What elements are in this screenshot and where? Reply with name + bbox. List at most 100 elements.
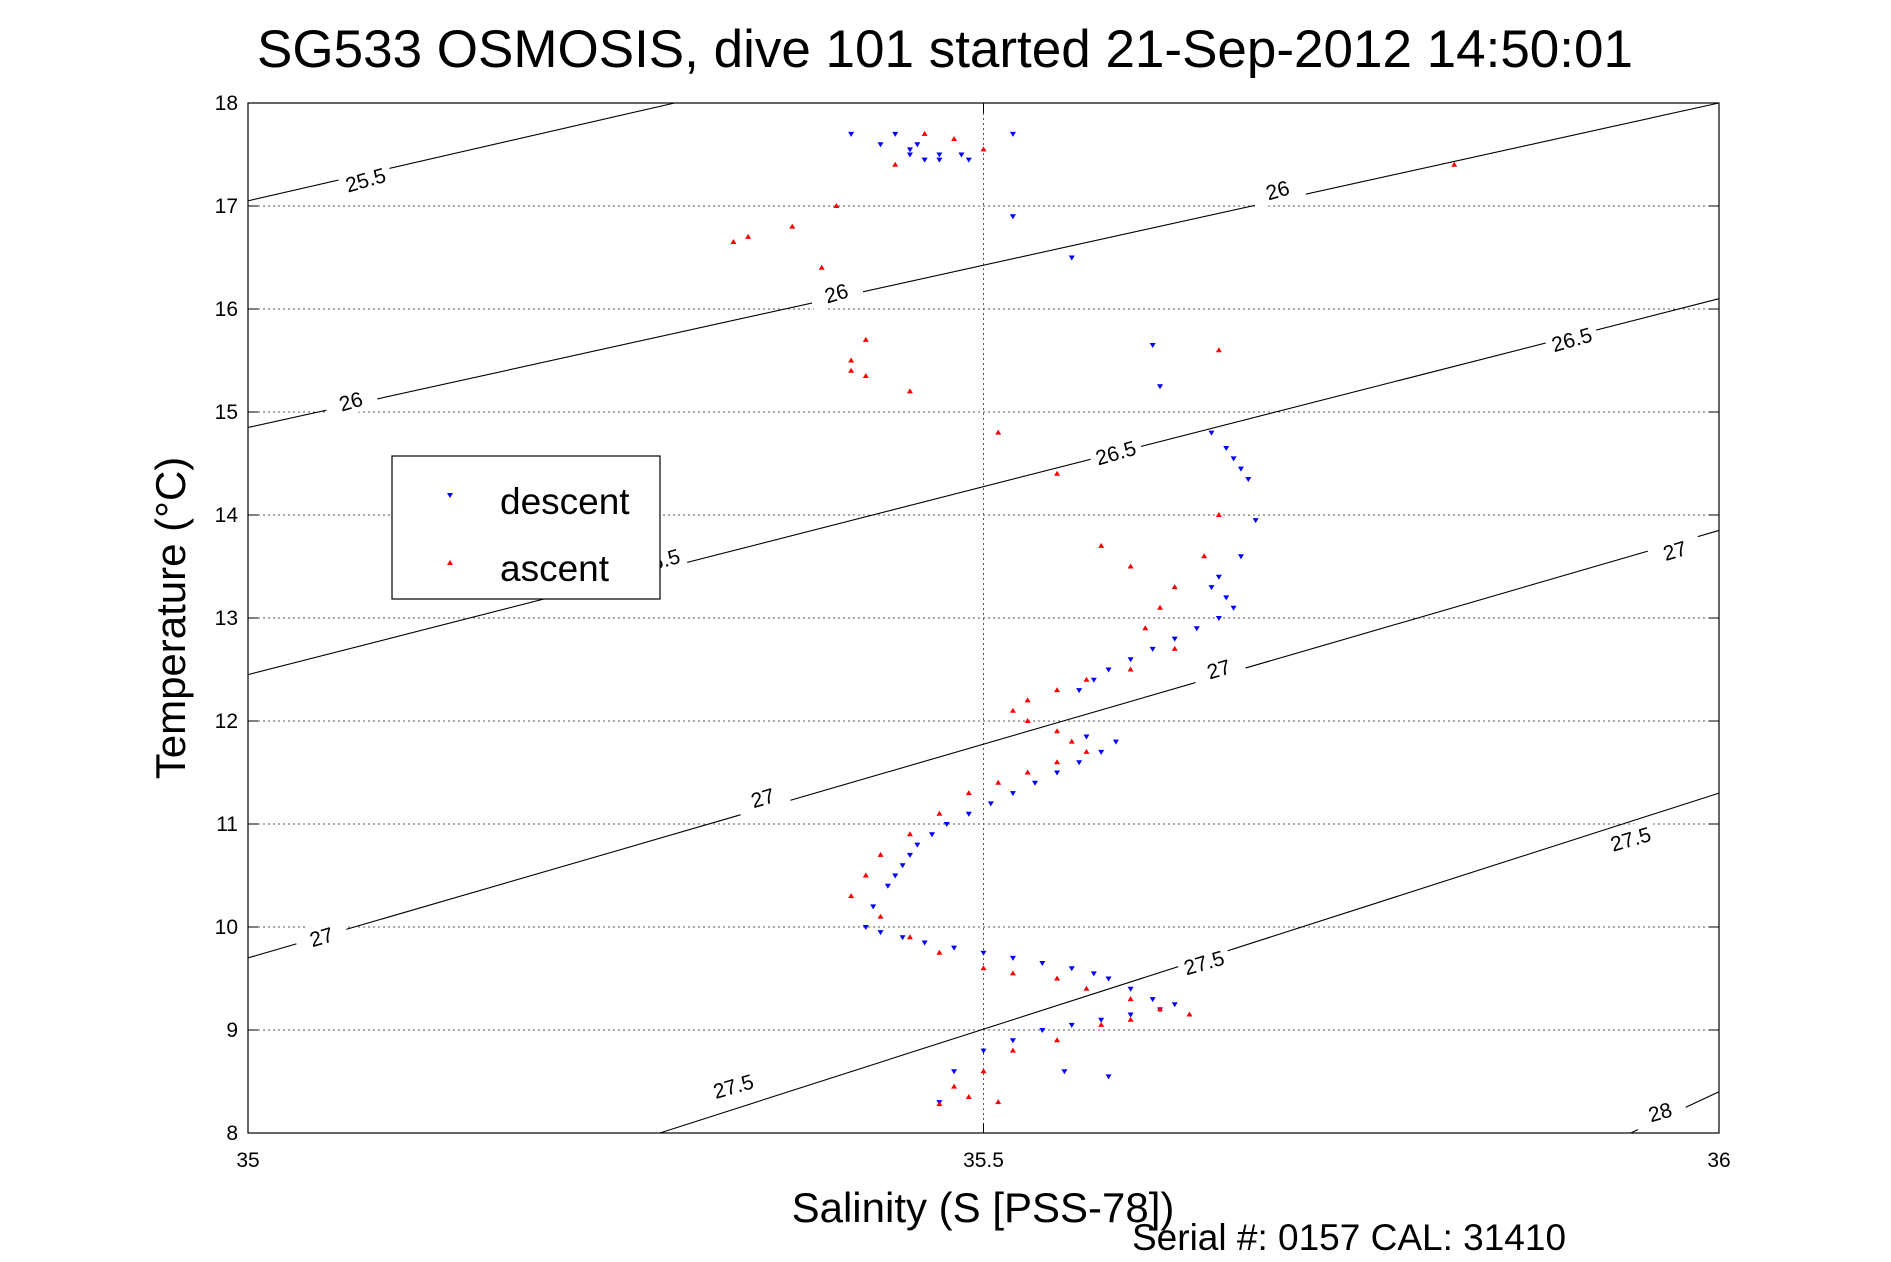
descent-point [1171, 1002, 1178, 1008]
descent-point [1230, 605, 1237, 611]
descent-point [1215, 616, 1222, 621]
legend-label-ascent: ascent [500, 548, 610, 589]
ascent-point [789, 223, 796, 229]
descent-point [1009, 131, 1016, 137]
ascent-point [1171, 584, 1178, 590]
x-tick-label: 35.5 [963, 1149, 1004, 1172]
ascent-point [1083, 985, 1090, 991]
contour-label-bg [1601, 818, 1660, 859]
ascent-point [1098, 1021, 1105, 1027]
ascent-point [892, 161, 899, 167]
y-axis-label: Temperature (°C) [147, 457, 194, 780]
descent-point [921, 940, 928, 946]
ascent-point [1083, 748, 1090, 754]
ascent-point [936, 1101, 943, 1107]
ascent-point [862, 336, 869, 342]
ascent-point [1054, 728, 1061, 734]
ascent-point [1098, 542, 1105, 548]
legend-box [391, 455, 661, 600]
ascent-point [848, 367, 855, 373]
ascent-point [995, 779, 1002, 785]
y-tick-label: 11 [216, 813, 238, 836]
descent-point [1157, 384, 1164, 390]
descent-point [929, 832, 936, 838]
descent-point [965, 811, 972, 817]
descent-point [1127, 986, 1134, 992]
descent-point [987, 801, 994, 807]
descent-point [1009, 955, 1016, 961]
ascent-point [921, 130, 928, 136]
ascent-point [1127, 1016, 1134, 1022]
ascent-point [1054, 687, 1061, 693]
legend-label-descent: descent [500, 481, 630, 522]
contour-label-bg [322, 381, 380, 421]
ascent-point [1054, 1037, 1061, 1043]
ascent-point [1201, 553, 1208, 559]
descent-point [1237, 554, 1244, 560]
y-tick-label: 16 [215, 298, 238, 321]
descent-point [1061, 1069, 1068, 1075]
contour-label-bg [1631, 1091, 1689, 1132]
contour-label: 27.5 [711, 1070, 757, 1103]
descent-point [921, 157, 928, 163]
ascent-point [818, 264, 825, 270]
descent-point [980, 950, 987, 956]
ascent-point [980, 146, 987, 152]
descent-point [1105, 667, 1112, 673]
descent-point [1068, 1022, 1075, 1028]
descent-point [1223, 446, 1230, 452]
serial-cal-footer: Serial #: 0157 CAL: 31410 [1132, 1217, 1566, 1258]
ascent-point [848, 893, 855, 899]
ascent-point [1009, 970, 1016, 976]
descent-point [1068, 255, 1075, 261]
descent-point [1149, 343, 1156, 349]
ascent-point [1024, 718, 1031, 723]
ascent-point [877, 913, 884, 919]
descent-point [1245, 476, 1252, 482]
descent-point [1083, 734, 1090, 740]
x-tick-label: 36 [1707, 1149, 1730, 1172]
x-axis-label: Salinity (S [PSS-78]) [792, 1184, 1175, 1231]
descent-point [899, 863, 906, 869]
contour-label: 26.5 [1549, 324, 1595, 357]
contour-label-bg [704, 1066, 762, 1106]
density-contour-line [247, 102, 1720, 428]
ascent-point [951, 136, 958, 142]
contour-label: 27.5 [1608, 823, 1654, 856]
ascent-point [951, 1083, 958, 1089]
descent-point [877, 142, 884, 148]
y-tick-label: 12 [215, 710, 238, 733]
density-contours [247, 102, 1720, 1134]
ascent-point [936, 810, 943, 816]
ascent-point [1171, 645, 1178, 651]
contour-label: 27.5 [1181, 947, 1227, 980]
descent-point [958, 152, 965, 158]
contour-label-bg [807, 272, 865, 313]
ascent-point [1215, 347, 1222, 353]
ascent-point [745, 233, 752, 239]
descent-point [965, 157, 972, 163]
descent-point [862, 925, 869, 930]
contour-label: 26.5 [1093, 437, 1139, 470]
contour-labels: 25.526262626.526.526.52727272727.527.527… [292, 159, 1704, 1132]
ascent-point [965, 1093, 972, 1099]
x-axis-ticks: 35 35.5 36 [236, 103, 1731, 1172]
descent-point [870, 904, 877, 910]
contour-label-bg [1175, 942, 1233, 982]
descent-point [1076, 760, 1083, 766]
ascent-point [848, 357, 855, 363]
descent-point [848, 131, 855, 137]
ascent-point [1054, 759, 1061, 765]
descent-point [1039, 961, 1046, 967]
descent-point [1208, 585, 1215, 591]
descent-point [943, 822, 950, 827]
y-tick-label: 8 [226, 1122, 238, 1145]
y-tick-label: 13 [215, 607, 238, 630]
contour-label-bg [1248, 169, 1307, 210]
descent-point [1090, 677, 1097, 683]
descent-point [899, 935, 906, 941]
descent-point [1076, 688, 1083, 694]
ascent-point [1068, 738, 1075, 744]
contour-label-bg [1190, 648, 1248, 689]
descent-point [1098, 1017, 1105, 1023]
